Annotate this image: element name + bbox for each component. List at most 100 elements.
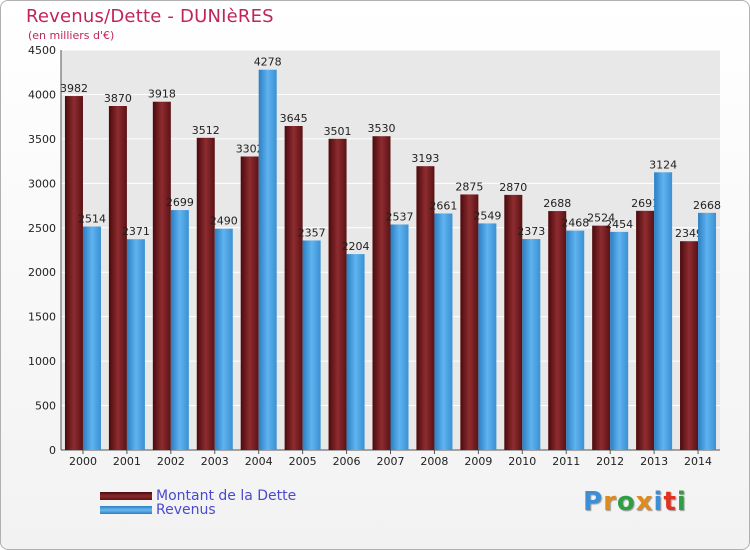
data-label-dette: 3645: [280, 112, 308, 125]
y-tick-label: 2000: [28, 266, 56, 279]
bar-revenus: [302, 240, 321, 450]
data-label-revenus: 2204: [342, 240, 370, 253]
data-label-dette: 2875: [455, 180, 483, 193]
data-label-revenus: 2490: [210, 215, 238, 228]
data-label-revenus: 4278: [254, 56, 282, 69]
y-tick-label: 500: [35, 400, 56, 413]
x-tick-label: 2012: [596, 455, 624, 468]
x-tick-label: 2008: [420, 455, 448, 468]
x-tick-label: 2005: [289, 455, 317, 468]
data-label-dette: 3193: [411, 152, 439, 165]
y-tick-label: 4500: [28, 44, 56, 57]
x-tick-label: 2004: [245, 455, 273, 468]
data-label-revenus: 2661: [429, 199, 457, 212]
data-label-revenus: 2699: [166, 196, 194, 209]
x-tick-label: 2010: [508, 455, 536, 468]
data-label-dette: 3501: [324, 125, 352, 138]
data-label-revenus: 2537: [386, 210, 414, 223]
bar-dette: [504, 194, 523, 450]
bar-revenus: [214, 228, 233, 450]
bar-dette: [680, 241, 699, 450]
y-tick-label: 4000: [28, 88, 56, 101]
y-tick-label: 3500: [28, 133, 56, 146]
data-label-dette: 2691: [631, 197, 659, 210]
data-label-revenus: 2373: [517, 225, 545, 238]
bar-dette: [240, 156, 259, 450]
logo-letter: r: [603, 487, 617, 517]
x-tick-label: 2013: [640, 455, 668, 468]
y-tick-label: 1000: [28, 355, 56, 368]
x-tick-label: 2003: [201, 455, 229, 468]
x-tick-label: 2014: [684, 455, 712, 468]
data-label-revenus: 2357: [298, 226, 326, 239]
x-tick-label: 2011: [552, 455, 580, 468]
legend-swatch-revenus: [100, 506, 152, 514]
legend-label-dette: Montant de la Dette: [156, 488, 297, 504]
bar-dette: [64, 96, 83, 451]
legend-swatch-dette: [100, 492, 152, 500]
bar-revenus: [654, 172, 673, 451]
data-label-dette: 3982: [60, 82, 88, 95]
bar-dette: [548, 211, 567, 450]
chart-subtitle: (en milliers d'€): [28, 29, 115, 42]
bar-revenus: [566, 230, 585, 450]
logo-letter: i: [653, 487, 664, 517]
bar-dette: [636, 210, 655, 450]
bar-dette: [372, 136, 391, 450]
bar-dette: [108, 106, 127, 450]
data-label-revenus: 2549: [473, 209, 501, 222]
data-label-dette: 3302: [236, 142, 264, 155]
y-tick-label: 0: [49, 444, 56, 457]
bar-dette: [284, 126, 303, 450]
data-label-revenus: 2514: [78, 213, 106, 226]
bar-revenus: [434, 213, 453, 450]
x-tick-label: 2001: [113, 455, 141, 468]
legend-item-dette: Montant de la Dette: [100, 488, 296, 504]
y-tick-label: 2500: [28, 222, 56, 235]
y-tick-label: 1500: [28, 311, 56, 324]
x-tick-label: 2007: [377, 455, 405, 468]
bar-dette: [416, 166, 435, 450]
bar-dette: [196, 137, 215, 451]
chart-title: Revenus/Dette - DUNIèRES: [26, 6, 274, 27]
data-label-dette: 2349: [675, 227, 703, 240]
data-label-revenus: 3124: [649, 158, 677, 171]
y-tick-label: 3000: [28, 177, 56, 190]
data-label-revenus: 2668: [693, 199, 721, 212]
data-label-dette: 3918: [148, 88, 176, 101]
bar-revenus: [522, 239, 541, 450]
data-label-dette: 2688: [543, 197, 571, 210]
data-label-dette: 3512: [192, 124, 220, 137]
data-label-dette: 2524: [587, 212, 615, 225]
bar-revenus: [698, 212, 717, 450]
data-label-revenus: 2371: [122, 225, 150, 238]
bar-revenus: [390, 224, 409, 450]
bar-revenus: [170, 210, 189, 450]
bar-revenus: [610, 231, 629, 450]
data-label-dette: 3870: [104, 92, 132, 105]
data-label-revenus: 2454: [605, 218, 633, 231]
bar-dette: [592, 225, 611, 450]
x-tick-label: 2000: [69, 455, 97, 468]
x-tick-label: 2006: [333, 455, 361, 468]
bar-revenus: [82, 226, 101, 450]
bar-revenus: [478, 223, 497, 450]
x-tick-label: 2009: [464, 455, 492, 468]
proxiti-logo: Proxiti: [583, 487, 687, 517]
bar-revenus: [258, 69, 277, 450]
bar-revenus: [126, 239, 145, 450]
bar-revenus: [346, 254, 365, 450]
data-label-dette: 3530: [368, 122, 396, 135]
logo-letter: t: [663, 487, 677, 517]
logo-letter: P: [583, 487, 604, 517]
logo-letter: o: [616, 487, 636, 517]
bar-dette: [328, 138, 347, 451]
bar-dette: [152, 101, 171, 450]
logo-letter: x: [635, 487, 654, 517]
legend-item-revenus: Revenus: [100, 502, 216, 518]
data-label-revenus: 2468: [561, 217, 589, 230]
bar-dette: [460, 194, 479, 450]
logo-letter: i: [676, 487, 687, 517]
legend-label-revenus: Revenus: [156, 502, 216, 518]
